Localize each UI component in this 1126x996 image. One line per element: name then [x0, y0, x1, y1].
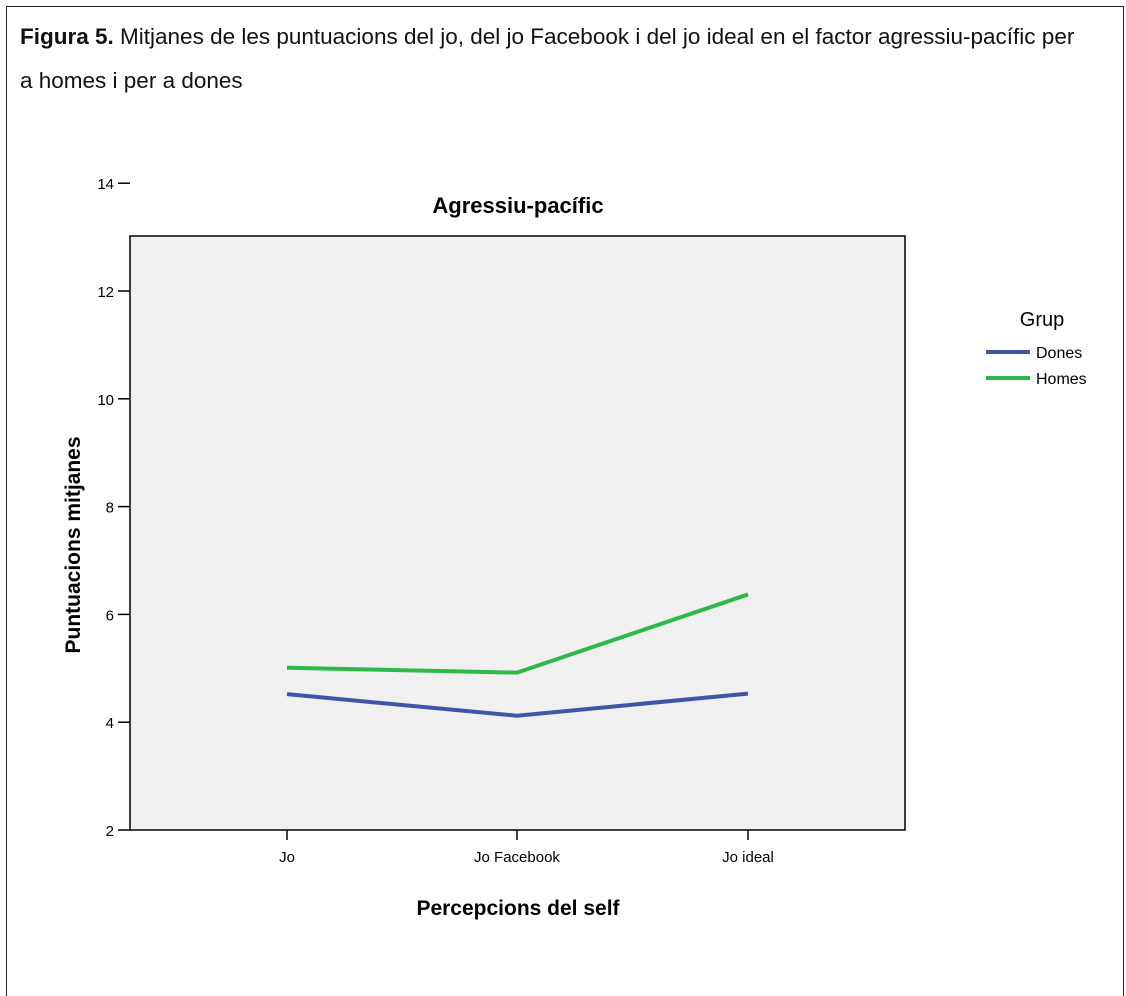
y-tick-label: 12	[97, 284, 114, 301]
legend-label: Homes	[1036, 371, 1087, 388]
x-tick-label: Jo ideal	[722, 849, 774, 866]
y-tick-label: 2	[106, 823, 114, 840]
x-tick-label: Jo	[279, 849, 295, 866]
series-lines	[286, 592, 749, 718]
legend-title: Grup	[1020, 309, 1064, 331]
figure-caption-text: Mitjanes de les puntuacions del jo, del …	[20, 24, 1075, 93]
figure-caption: Figura 5. Mitjanes de les puntuacions de…	[20, 15, 1080, 103]
y-tick-label: 6	[106, 607, 114, 624]
y-axis: 2 4 6 8 10 12 14	[97, 176, 130, 840]
y-tick-label: 4	[106, 715, 114, 732]
figure-frame	[6, 6, 1124, 996]
y-tick-label: 10	[97, 392, 114, 409]
figure-label: Figura 5.	[20, 24, 114, 49]
legend: Grup Dones Homes	[986, 309, 1087, 388]
series-line-dones	[286, 691, 749, 718]
legend-label: Dones	[1036, 345, 1082, 362]
x-axis: Jo Jo Facebook Jo ideal	[279, 830, 774, 866]
y-tick-label: 14	[97, 176, 114, 193]
y-tick-label: 8	[106, 500, 114, 517]
x-axis-label: Percepcions del self	[416, 897, 620, 920]
series-line-homes	[286, 592, 749, 675]
chart-title: Agressiu-pacífic	[432, 193, 603, 218]
x-tick-label: Jo Facebook	[474, 849, 560, 866]
y-axis-label: Puntuacions mitjanes	[62, 436, 85, 653]
plot-area	[129, 235, 906, 831]
